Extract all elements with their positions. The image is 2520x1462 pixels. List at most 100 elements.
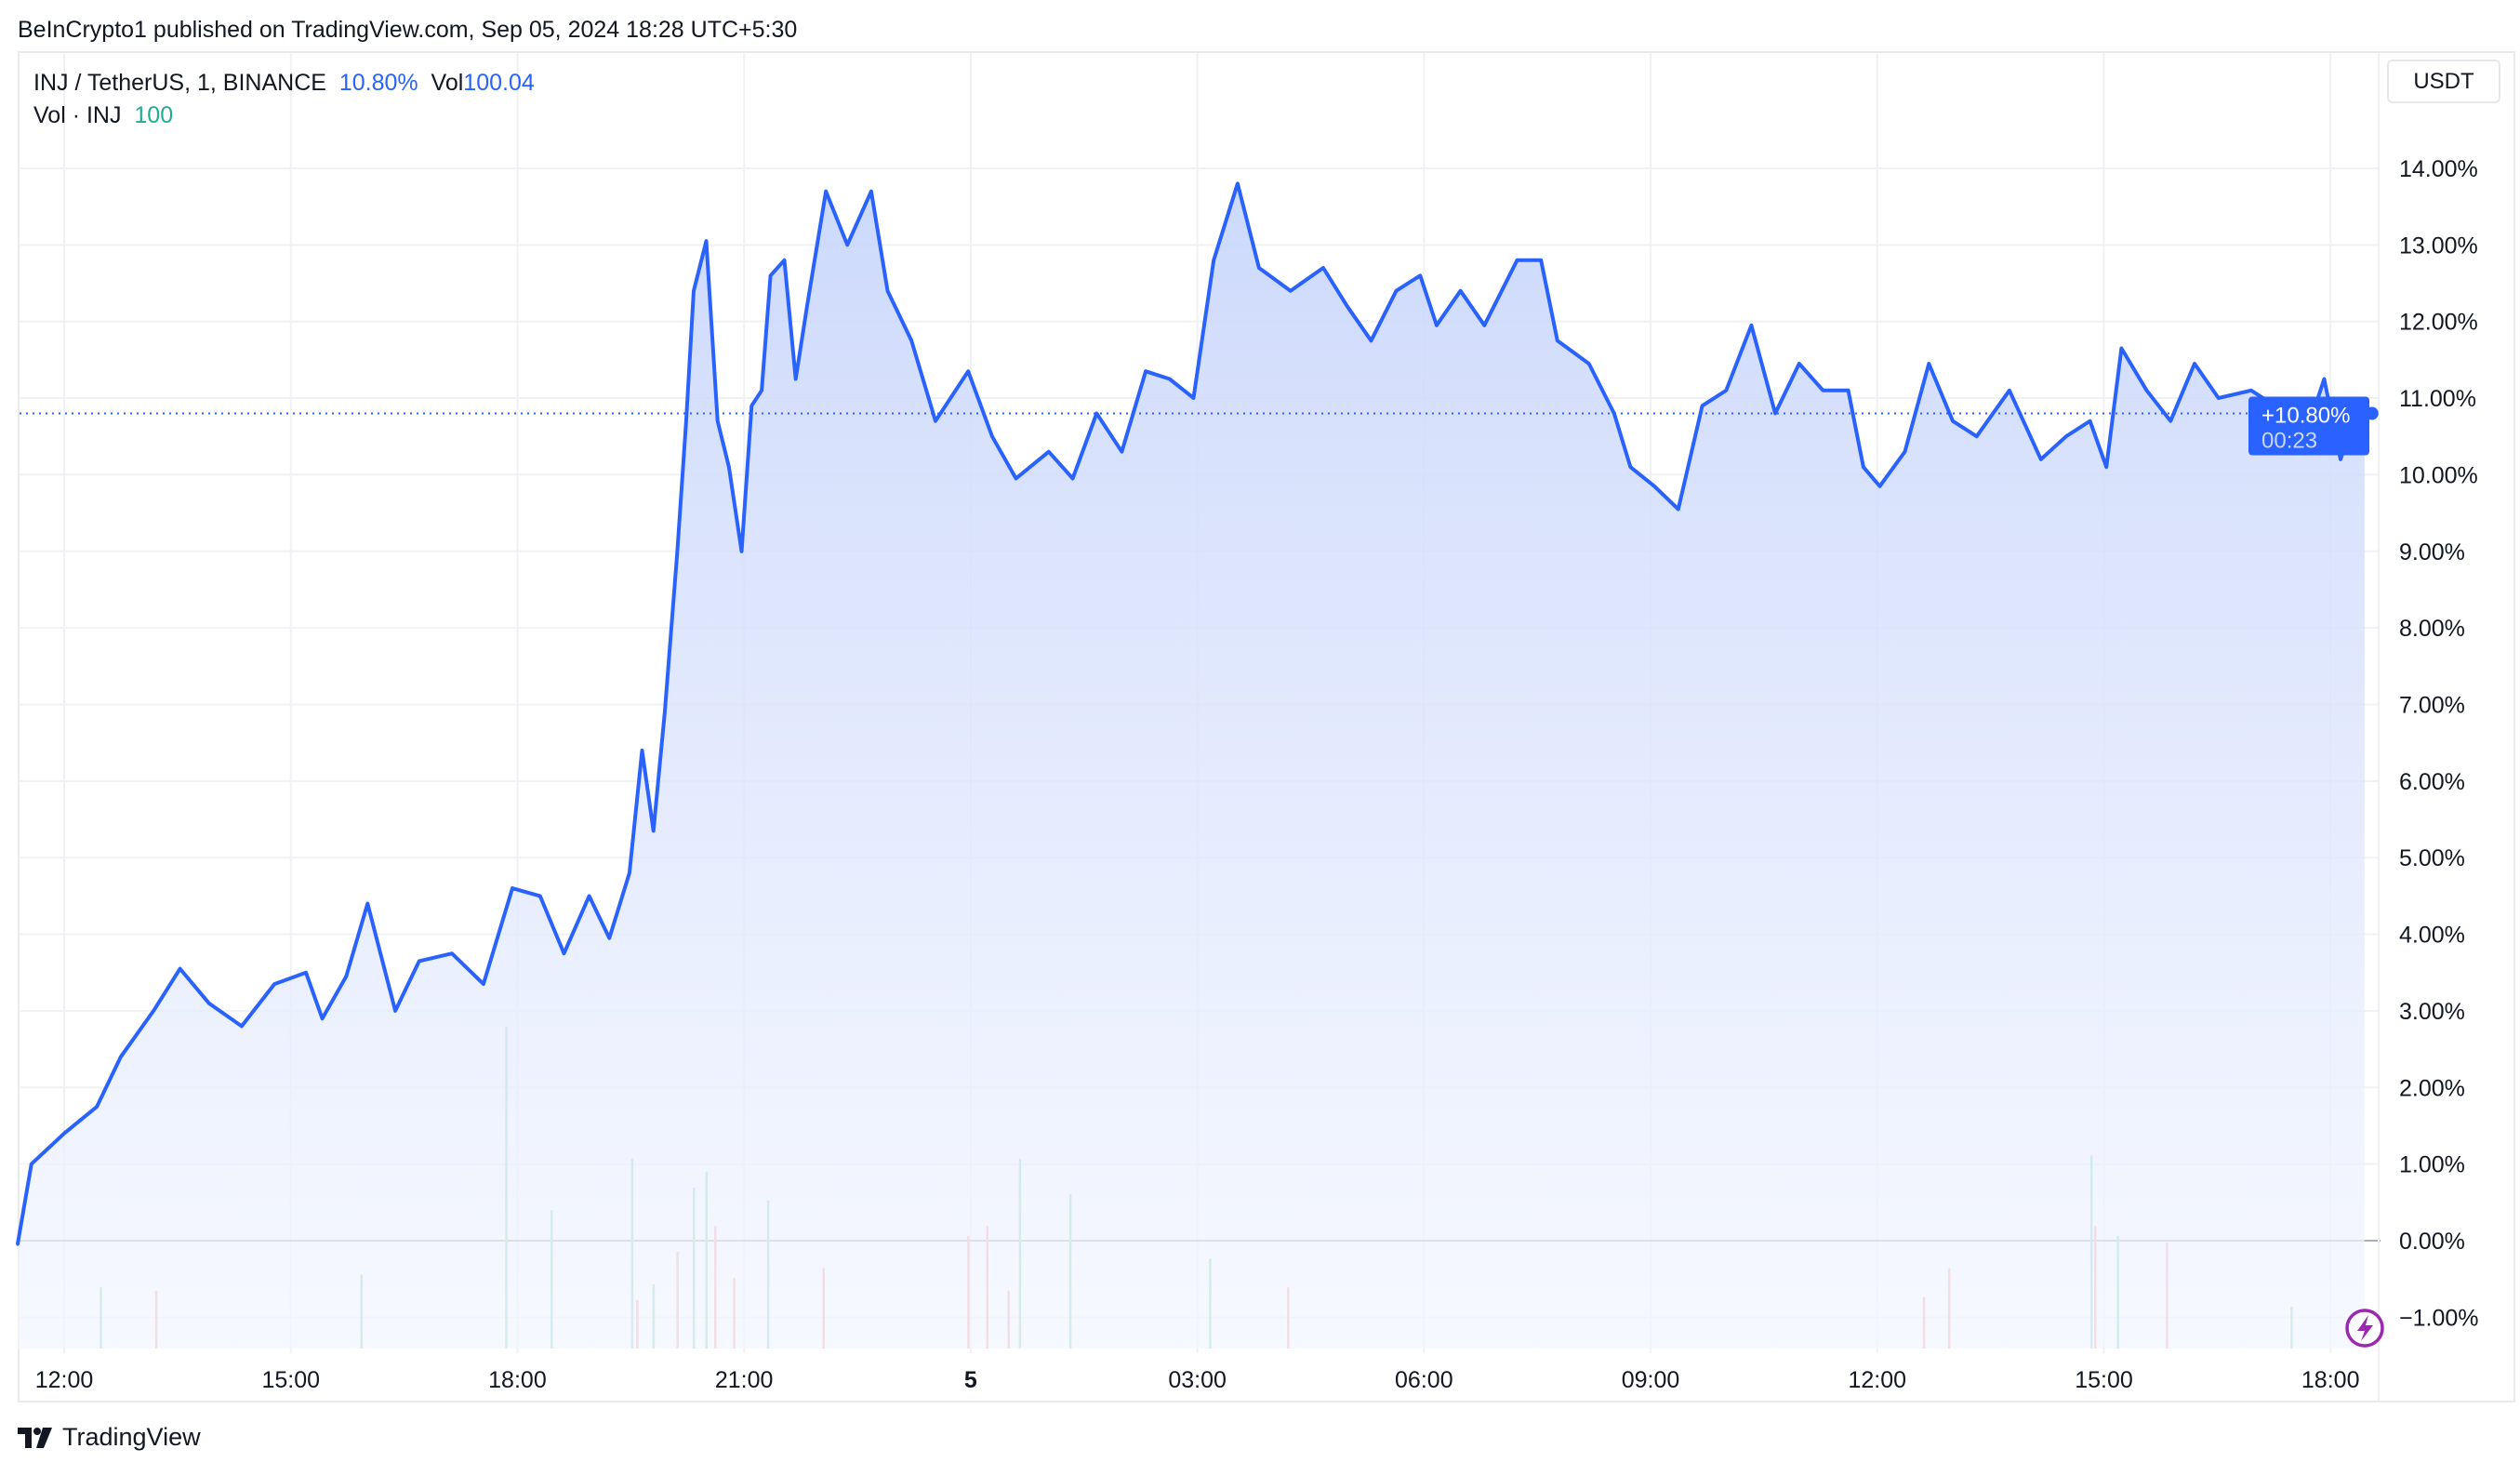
y-tick-label: 6.00%	[2399, 769, 2465, 795]
data-point	[769, 273, 773, 277]
data-point	[782, 259, 786, 262]
vol-label: Vol	[431, 70, 464, 96]
price-badge-countdown: 00:23	[2261, 429, 2317, 454]
data-point	[1539, 259, 1543, 262]
data-point	[1628, 465, 1632, 469]
data-point	[1015, 477, 1018, 481]
data-point	[1168, 377, 1172, 380]
x-tick-label: 18:00	[2301, 1367, 2360, 1393]
tradingview-logo-icon	[18, 1427, 52, 1448]
data-point	[16, 1243, 20, 1246]
data-point	[2089, 419, 2092, 423]
data-point	[1951, 419, 1955, 423]
data-point	[2145, 389, 2149, 392]
data-point	[393, 1009, 397, 1013]
data-point	[886, 289, 890, 293]
data-point	[675, 550, 679, 553]
x-tick-label: 21:00	[715, 1367, 774, 1393]
data-point	[1257, 266, 1261, 270]
data-point	[2039, 458, 2043, 461]
data-point	[588, 894, 591, 897]
vol-series-name: Vol · INJ	[33, 102, 122, 128]
data-point	[1192, 396, 1196, 400]
volume-legend[interactable]: Vol · INJ 100	[33, 102, 173, 129]
data-point	[1677, 507, 1680, 511]
data-point	[760, 389, 763, 392]
data-point	[1975, 434, 1979, 438]
x-tick-label: 12:00	[1848, 1367, 1906, 1393]
data-point	[716, 419, 720, 423]
data-point	[1395, 289, 1399, 293]
data-point	[640, 749, 643, 752]
y-tick-label: 14.00%	[2399, 156, 2478, 182]
change-value: 10.80%	[338, 70, 418, 96]
chart-frame	[18, 51, 2515, 1402]
data-point	[1435, 324, 1439, 327]
data-point	[272, 982, 276, 986]
y-tick-label: 11.00%	[2399, 386, 2476, 412]
y-tick-label: 5.00%	[2399, 845, 2465, 871]
data-point	[95, 1105, 99, 1109]
brand-name: TradingView	[62, 1423, 201, 1451]
data-point	[1556, 339, 1559, 342]
data-point	[684, 419, 688, 423]
data-point	[692, 289, 696, 293]
currency-button[interactable]: USDT	[2387, 60, 2500, 103]
y-tick-label: 10.00%	[2399, 462, 2478, 488]
lightning-icon-bolt	[2357, 1315, 2373, 1341]
data-point	[990, 434, 994, 438]
data-point	[824, 190, 828, 193]
data-point	[418, 959, 421, 963]
data-point	[1094, 412, 1098, 416]
data-point	[794, 377, 798, 380]
data-point	[966, 369, 970, 373]
data-point	[1516, 259, 1519, 262]
data-point	[1482, 324, 1486, 327]
data-point	[1877, 485, 1881, 488]
data-point	[30, 1163, 33, 1166]
data-point	[663, 711, 667, 714]
y-tick-label: 12.00%	[2399, 310, 2478, 336]
x-tick-label: 15:00	[261, 1367, 320, 1393]
data-point	[2064, 434, 2068, 438]
y-tick-label: 2.00%	[2399, 1075, 2465, 1101]
tradingview-brand[interactable]: TradingView	[18, 1423, 201, 1452]
symbol-name: INJ / TetherUS, 1, BINANCE	[33, 70, 326, 96]
data-point	[705, 239, 709, 243]
data-point	[1822, 389, 1825, 392]
y-tick-label: 1.00%	[2399, 1152, 2465, 1178]
data-point	[119, 1055, 123, 1058]
data-point	[1418, 273, 1422, 277]
data-point	[1047, 450, 1051, 454]
x-tick-label: 06:00	[1395, 1367, 1453, 1393]
data-point	[749, 404, 753, 407]
data-point	[2249, 389, 2253, 392]
x-tick-label: 15:00	[2075, 1367, 2133, 1393]
data-point	[934, 419, 937, 423]
data-point	[1212, 259, 1215, 262]
data-point	[511, 886, 514, 890]
x-tick-label: 5	[964, 1367, 977, 1393]
data-point	[1701, 404, 1704, 407]
data-point	[1797, 362, 1801, 366]
data-point	[727, 465, 731, 469]
symbol-legend[interactable]: INJ / TetherUS, 1, BINANCE 10.80% Vol100…	[33, 70, 535, 97]
data-point	[1144, 369, 1147, 373]
data-point	[240, 1024, 244, 1028]
y-tick-label: 0.00%	[2399, 1229, 2465, 1255]
data-point	[1120, 450, 1123, 454]
price-line[interactable]	[15, 181, 2366, 1245]
data-point	[845, 243, 849, 246]
price-badge	[2248, 396, 2369, 456]
data-point	[1236, 181, 1240, 185]
data-point	[1321, 266, 1325, 270]
vol-series-value: 100	[134, 102, 174, 128]
y-tick-label: 4.00%	[2399, 923, 2465, 949]
price-badge-value: +10.80%	[2261, 404, 2350, 429]
data-point	[321, 1017, 325, 1020]
data-point	[179, 967, 182, 971]
data-point	[1749, 324, 1753, 327]
lightning-icon[interactable]	[2345, 1309, 2384, 1348]
data-point	[1927, 362, 1930, 366]
